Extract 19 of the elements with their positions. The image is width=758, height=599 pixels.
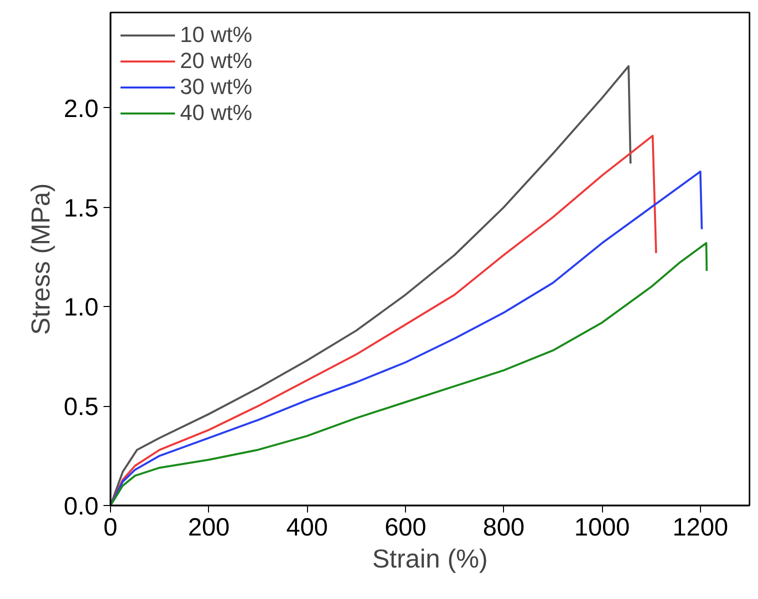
y-axis-title: Stress (MPa) <box>26 183 56 335</box>
x-tick-label: 600 <box>384 514 426 542</box>
y-tick-label: 0.0 <box>64 492 99 520</box>
legend-label: 20 wt% <box>180 48 252 74</box>
y-tick-label: 1.0 <box>64 294 99 322</box>
x-tick-label: 400 <box>286 514 328 542</box>
x-tick-label: 1200 <box>672 514 728 542</box>
x-tick-label: 1000 <box>574 514 630 542</box>
legend-label: 10 wt% <box>180 22 252 48</box>
y-tick-label: 2.0 <box>64 94 99 123</box>
y-tick-label: 0.5 <box>64 393 99 422</box>
y-tick-label: 1.5 <box>64 194 99 222</box>
legend-label: 30 wt% <box>180 74 252 100</box>
x-tick-label: 0 <box>104 514 118 542</box>
legend-label: 40 wt% <box>180 100 252 126</box>
line-series <box>110 242 708 506</box>
x-axis-title: Strain (%) <box>372 544 488 574</box>
x-tick-label: 200 <box>188 514 230 542</box>
x-tick-label: 800 <box>482 514 525 542</box>
